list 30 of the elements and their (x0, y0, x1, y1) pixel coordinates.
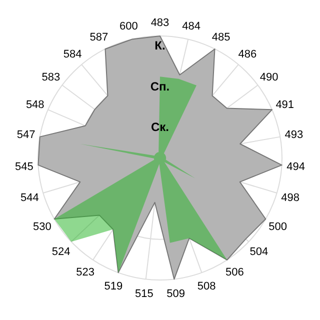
spoke-label: 583 (42, 72, 60, 84)
spoke-label: 490 (260, 72, 278, 84)
spoke-label: 491 (276, 98, 294, 111)
spoke-label: 498 (281, 192, 300, 204)
spoke-label: 587 (90, 31, 108, 44)
spoke-label: 519 (104, 280, 123, 293)
spoke-label: 547 (16, 129, 36, 142)
y-tick-label: К. (154, 38, 166, 53)
spoke-label: 508 (197, 280, 216, 293)
spoke-label: 486 (238, 48, 257, 61)
y-tick-label: Ск. (150, 120, 170, 134)
spoke-label: 523 (76, 266, 94, 278)
spoke-label: 545 (15, 160, 34, 173)
spoke-label: 524 (52, 246, 70, 258)
spoke-label: 544 (20, 192, 39, 204)
spoke-label: 584 (63, 48, 82, 61)
spoke-label: 509 (166, 288, 185, 300)
spoke-label: 500 (268, 220, 287, 233)
spoke-label: 504 (250, 246, 268, 258)
y-tick-label: Сп. (150, 79, 170, 94)
spoke-label: 494 (286, 160, 305, 173)
spoke-label: 485 (212, 31, 230, 44)
spoke-label: 530 (33, 220, 52, 233)
spoke-label: 484 (182, 20, 201, 33)
spoke-label: 600 (119, 20, 138, 33)
spoke-label: 493 (284, 129, 304, 142)
spoke-label: 483 (150, 16, 170, 29)
spoke-label: 515 (135, 288, 154, 300)
spoke-label: 548 (26, 98, 44, 111)
spoke-label: 506 (226, 266, 244, 278)
